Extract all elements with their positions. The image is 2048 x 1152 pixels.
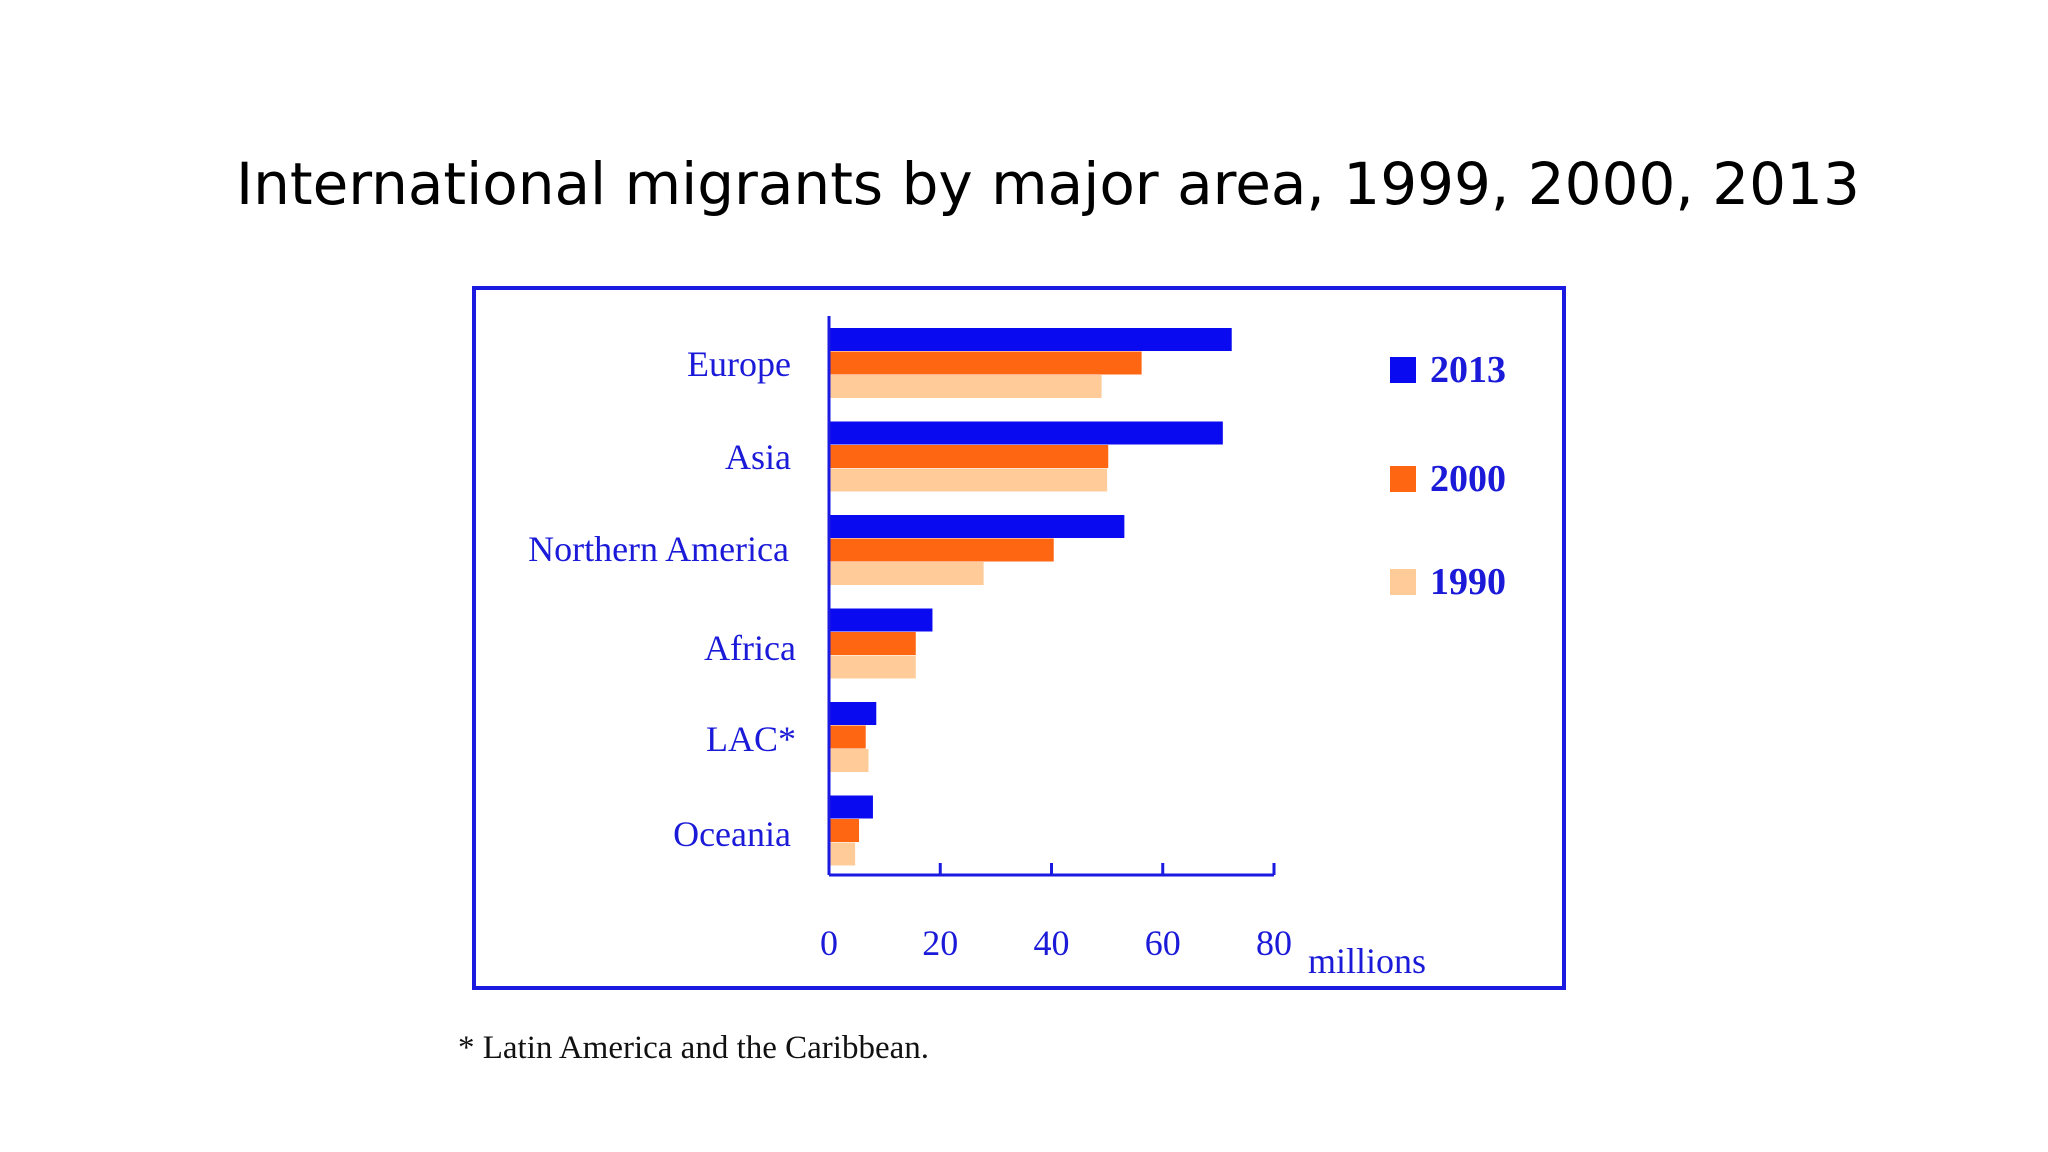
x-tick-label-80: 80	[1256, 923, 1292, 963]
category-labels: Europe Asia Northern America Africa LAC* Ocea…	[528, 344, 796, 854]
bar-lac-2013	[829, 702, 877, 725]
bars-layer	[829, 328, 1232, 866]
bar-africa-2000	[829, 632, 916, 655]
x-tick-label-0: 0	[820, 923, 838, 963]
category-label-lac: LAC*	[706, 719, 796, 759]
footnote: * Latin America and the Caribbean.	[458, 1030, 929, 1066]
category-label-northern-america: Northern America	[528, 529, 789, 569]
legend-swatch-2013	[1390, 357, 1416, 383]
chart-frame	[472, 286, 1566, 990]
bar-northern-america-2000	[829, 538, 1054, 562]
bar-asia-2013	[829, 421, 1223, 445]
legend: 2013 2000 1990	[1390, 349, 1506, 603]
axis-layer: 0 20 40 60 80 millions	[820, 316, 1426, 981]
x-tick-label-60: 60	[1145, 923, 1181, 963]
bar-africa-2013	[829, 608, 933, 632]
bar-lac-1990	[829, 749, 869, 772]
category-label-asia: Asia	[725, 437, 791, 477]
bar-africa-1990	[829, 655, 916, 679]
legend-swatch-1990	[1390, 569, 1416, 595]
bar-oceania-2000	[829, 819, 860, 842]
bar-oceania-1990	[829, 842, 856, 866]
category-label-europe: Europe	[687, 344, 791, 384]
x-tick-label-40: 40	[1034, 923, 1070, 963]
legend-label-1990: 1990	[1430, 561, 1506, 603]
legend-label-2000: 2000	[1430, 458, 1506, 500]
bar-northern-america-2013	[829, 515, 1125, 538]
x-tick-label-20: 20	[922, 923, 958, 963]
category-label-africa: Africa	[704, 628, 796, 668]
bar-asia-1990	[829, 468, 1108, 492]
x-axis-unit-label: millions	[1308, 941, 1426, 981]
category-label-oceania: Oceania	[673, 814, 791, 854]
bar-oceania-2013	[829, 795, 873, 819]
page-title: International migrants by major area, 19…	[236, 150, 1860, 218]
bar-europe-2013	[829, 328, 1232, 351]
legend-label-2013: 2013	[1430, 349, 1506, 391]
bar-europe-1990	[829, 375, 1102, 398]
legend-swatch-2000	[1390, 466, 1416, 492]
bar-europe-2000	[829, 351, 1142, 375]
bar-lac-2000	[829, 725, 866, 749]
bar-northern-america-1990	[829, 562, 984, 585]
bar-asia-2000	[829, 445, 1109, 468]
